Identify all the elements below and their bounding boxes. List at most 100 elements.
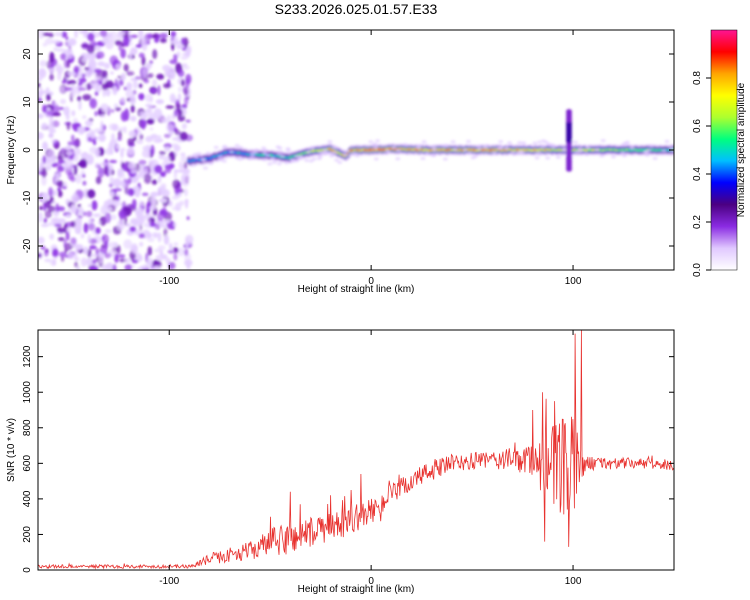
noise-blob <box>92 259 97 264</box>
ridge-halo <box>476 144 482 148</box>
ridge-halo <box>585 146 591 150</box>
noise-blob <box>163 120 168 124</box>
noise-blob <box>130 115 137 122</box>
noise-blob <box>38 87 43 96</box>
ridge-halo <box>324 151 330 155</box>
noise-blob <box>166 114 171 122</box>
ridge-halo <box>228 150 234 154</box>
ridge-halo <box>668 146 674 150</box>
noise-blob <box>38 82 41 88</box>
noise-blob <box>164 169 172 174</box>
noise-blob <box>134 76 141 80</box>
noise-blob <box>97 167 105 178</box>
noise-blob <box>141 56 146 66</box>
y-tick-label: -20 <box>22 238 33 253</box>
noise-blob <box>49 233 55 240</box>
ridge-halo <box>645 153 650 157</box>
noise-blob <box>150 191 160 197</box>
x-tick-label: 100 <box>565 576 582 587</box>
noise-blob <box>164 146 171 152</box>
noise-blob <box>183 65 190 70</box>
ridge-halo <box>286 148 291 152</box>
x-tick-label: 0 <box>368 276 374 287</box>
noise-blob <box>132 198 137 209</box>
noise-blob <box>184 78 190 89</box>
noise-blob <box>95 176 102 185</box>
y-tick-label: 1000 <box>22 381 33 404</box>
noise-blob <box>150 195 156 207</box>
noise-blob <box>167 249 176 254</box>
noise-blob <box>110 214 117 221</box>
noise-blob <box>126 82 133 91</box>
ridge-halo <box>391 145 397 149</box>
noise-blob <box>155 138 164 142</box>
ridge-halo <box>342 153 348 157</box>
noise-blob <box>65 214 72 219</box>
noise-blob <box>65 150 74 156</box>
ridge-halo <box>373 157 379 161</box>
noise-blob <box>184 95 189 106</box>
ridge-halo <box>234 156 240 160</box>
ridge-halo <box>294 154 300 158</box>
noise-blob <box>94 128 103 133</box>
noise-blob <box>109 142 115 150</box>
ridge-halo <box>507 141 512 145</box>
noise-blob <box>74 30 78 39</box>
noise-blob <box>132 89 137 95</box>
ridge-halo <box>208 162 214 165</box>
noise-blob <box>86 257 93 267</box>
noise-blob <box>86 154 94 165</box>
noise-blob <box>84 68 93 78</box>
noise-blob <box>63 106 70 116</box>
noise-blob <box>65 41 70 47</box>
noise-blob <box>67 80 77 85</box>
noise-blob <box>135 44 143 48</box>
noise-blob <box>164 68 171 78</box>
y-tick-label: 1200 <box>22 345 33 368</box>
noise-blob <box>173 222 177 228</box>
noise-blob <box>138 30 144 39</box>
ridge-halo <box>594 148 600 152</box>
noise-blob <box>146 118 155 125</box>
noise-blob <box>67 71 76 76</box>
noise-blob <box>173 242 179 246</box>
noise-blob <box>172 179 180 190</box>
noise-blob <box>84 119 93 127</box>
noise-blob <box>142 145 152 151</box>
noise-blob <box>142 67 148 78</box>
noise-blob <box>75 219 81 231</box>
noise-blob <box>107 33 113 39</box>
noise-blob <box>61 31 68 38</box>
ridge-halo <box>600 139 606 143</box>
noise-blob <box>150 88 157 93</box>
noise-blob <box>42 104 47 114</box>
noise-blob <box>94 91 99 96</box>
noise-blob <box>178 169 185 173</box>
ridge-halo <box>309 146 315 150</box>
ridge-halo <box>250 154 256 158</box>
noise-blob <box>74 165 78 176</box>
noise-blob <box>103 62 111 69</box>
noise-blob <box>104 229 112 234</box>
noise-blob <box>45 87 50 95</box>
noise-blob <box>123 42 130 47</box>
noise-blob <box>83 223 89 234</box>
noise-blob <box>109 191 115 198</box>
noise-blob <box>124 264 132 270</box>
noise-blob <box>132 220 141 227</box>
ridge-halo <box>294 159 300 163</box>
noise-blob <box>77 211 83 216</box>
noise-blob <box>82 174 86 178</box>
noise-blob <box>55 203 59 213</box>
noise-blob <box>89 146 98 154</box>
noise-blob <box>141 192 149 196</box>
noise-blob <box>147 237 155 243</box>
noise-blob <box>40 68 45 77</box>
noise-blob <box>165 30 170 34</box>
noise-blob <box>116 144 120 149</box>
ridge-halo <box>543 140 549 144</box>
x-tick-label: 0 <box>368 576 374 587</box>
noise-blob <box>123 86 128 91</box>
ridge-halo <box>573 140 578 144</box>
noise-blob <box>77 95 82 102</box>
